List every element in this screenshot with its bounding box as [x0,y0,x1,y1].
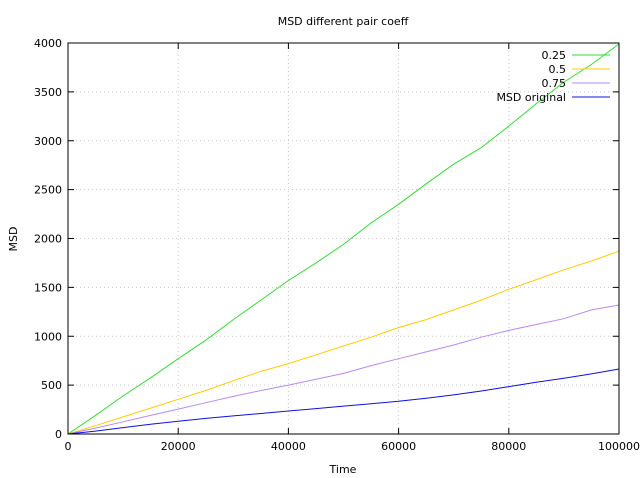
y-tick-label: 500 [41,379,62,392]
chart-title: MSD different pair coeff [278,15,409,28]
legend-label: 0.25 [542,49,567,62]
y-tick-label: 3500 [34,86,62,99]
x-tick-label: 0 [65,440,72,453]
x-tick-label: 100000 [598,440,640,453]
y-tick-label: 3000 [34,135,62,148]
axis-ticks: 0 20000 40000 60000 80000 100000 0 500 1000 1500 2… [34,37,640,453]
y-axis-label: MSD [7,227,20,252]
series-line-0-5 [67,250,620,435]
legend-label: 0.5 [549,63,567,76]
series-line-0-25 [67,43,620,435]
series-lines [67,43,620,435]
x-axis-label: Time [329,463,357,476]
y-tick-label: 2500 [34,184,62,197]
x-tick-label: 20000 [161,440,196,453]
y-tick-label: 2000 [34,233,62,246]
x-tick-label: 80000 [491,440,526,453]
x-tick-label: 60000 [381,440,416,453]
legend-label: MSD original [496,91,566,104]
series-line-msd-original [67,368,620,435]
y-tick-label: 4000 [34,37,62,50]
y-tick-label: 1000 [34,330,62,343]
legend-label: 0.75 [542,77,567,90]
y-tick-label: 0 [55,428,62,441]
y-tick-label: 1500 [34,281,62,294]
x-tick-label: 40000 [271,440,306,453]
series-line-0-75 [67,304,620,435]
